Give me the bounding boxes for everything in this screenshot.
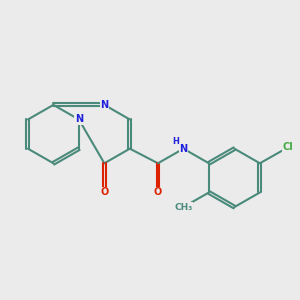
- Text: N: N: [179, 144, 188, 154]
- Text: O: O: [100, 188, 109, 197]
- Text: O: O: [154, 188, 162, 197]
- Text: N: N: [75, 115, 83, 124]
- Text: H: H: [172, 137, 179, 146]
- Text: CH₃: CH₃: [174, 202, 193, 211]
- Text: N: N: [100, 100, 108, 110]
- Text: Cl: Cl: [283, 142, 293, 152]
